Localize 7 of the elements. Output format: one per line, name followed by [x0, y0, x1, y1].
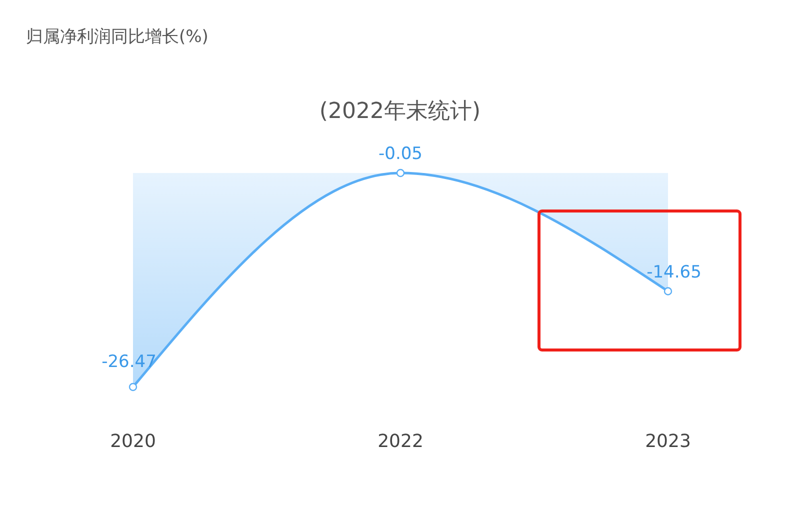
chart-title: 归属净利润同比增长(%)	[26, 27, 208, 47]
x-tick-label: 2020	[110, 431, 156, 452]
chart-subtitle: (2022年末统计)	[319, 99, 481, 124]
x-tick-label: 2022	[378, 431, 424, 452]
x-tick-label: 2023	[645, 431, 691, 452]
data-label: -0.05	[378, 144, 422, 164]
data-label: -14.65	[646, 262, 702, 282]
